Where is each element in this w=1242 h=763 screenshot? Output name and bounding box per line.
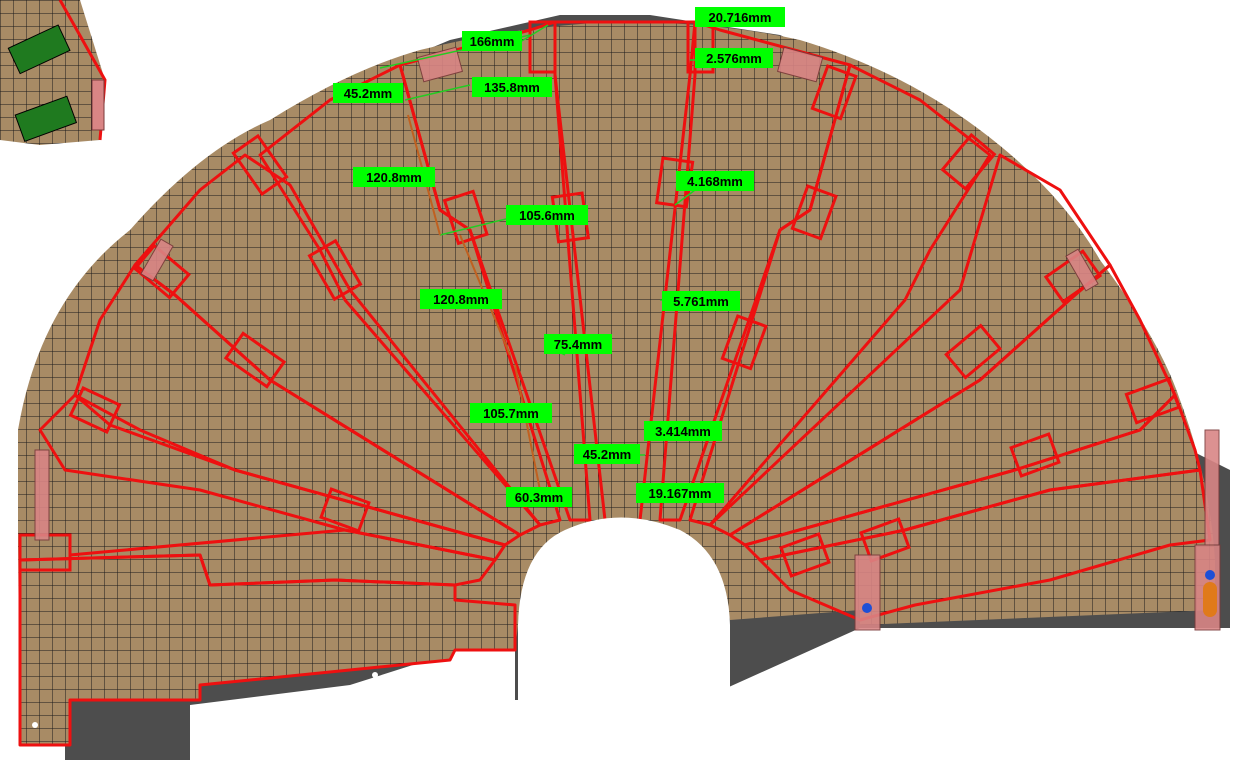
sensor-module-icon xyxy=(7,24,71,75)
dim-label-box: 120.8mm xyxy=(420,289,502,309)
svg-text:120.8mm: 120.8mm xyxy=(366,170,422,185)
dim-label-box: 3.414mm xyxy=(644,421,722,441)
dim-label-box: 19.167mm xyxy=(636,483,724,503)
dim-label-box: 105.6mm xyxy=(506,205,588,225)
svg-text:135.8mm: 135.8mm xyxy=(484,80,540,95)
dim-label-box: 135.8mm xyxy=(472,77,552,97)
neighbour-module xyxy=(0,0,107,145)
tile-annulus xyxy=(18,22,1215,745)
dim-label-box: 45.2mm xyxy=(333,83,403,103)
beam-pipe-cutout xyxy=(518,517,730,700)
svg-text:19.167mm: 19.167mm xyxy=(649,486,712,501)
dim-label-box: 5.761mm xyxy=(662,291,740,311)
dim-label-box: 105.7mm xyxy=(470,403,552,423)
svg-text:5.761mm: 5.761mm xyxy=(673,294,729,309)
connector-icon xyxy=(862,603,872,613)
svg-text:4.168mm: 4.168mm xyxy=(687,174,743,189)
svg-text:20.716mm: 20.716mm xyxy=(709,10,772,25)
dim-label-box: 60.3mm xyxy=(506,487,572,507)
dimension-labels: 20.716mm 166mm 2.576mm 45.2mm 135.8mm 12… xyxy=(333,7,785,507)
mounting-holes xyxy=(32,570,1217,728)
svg-text:45.2mm: 45.2mm xyxy=(344,86,392,101)
dim-label-box: 45.2mm xyxy=(574,444,640,464)
dim-label-box: 75.4mm xyxy=(544,334,612,354)
sensor-module-icon xyxy=(14,95,78,142)
connector-blocks xyxy=(18,20,1181,578)
svg-text:45.2mm: 45.2mm xyxy=(583,447,631,462)
svg-text:105.6mm: 105.6mm xyxy=(519,208,575,223)
orange-connector xyxy=(1203,582,1217,617)
module-outlines xyxy=(18,20,1212,747)
svg-text:75.4mm: 75.4mm xyxy=(554,337,602,352)
svg-text:105.7mm: 105.7mm xyxy=(483,406,539,421)
mounting-hole-icon xyxy=(372,672,378,678)
svg-text:3.414mm: 3.414mm xyxy=(655,424,711,439)
dim-label-box: 166mm xyxy=(462,31,522,51)
svg-text:60.3mm: 60.3mm xyxy=(515,490,563,505)
dim-label-box: 20.716mm xyxy=(695,7,785,27)
connector-icon xyxy=(1205,570,1215,580)
dim-label-box: 2.576mm xyxy=(695,48,773,68)
svg-text:120.8mm: 120.8mm xyxy=(433,292,489,307)
dim-label-box: 4.168mm xyxy=(676,171,754,191)
mounting-hole-icon xyxy=(32,722,38,728)
dim-label-box: 120.8mm xyxy=(353,167,435,187)
svg-text:2.576mm: 2.576mm xyxy=(706,51,762,66)
svg-text:166mm: 166mm xyxy=(470,34,515,49)
